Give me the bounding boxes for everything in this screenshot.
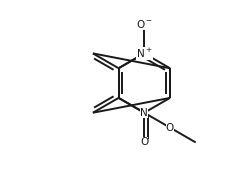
Text: O$^-$: O$^-$ <box>136 18 153 30</box>
Text: O: O <box>140 137 148 147</box>
Text: O: O <box>166 123 174 133</box>
Text: N$^+$: N$^+$ <box>136 47 152 60</box>
Text: N: N <box>140 108 148 118</box>
